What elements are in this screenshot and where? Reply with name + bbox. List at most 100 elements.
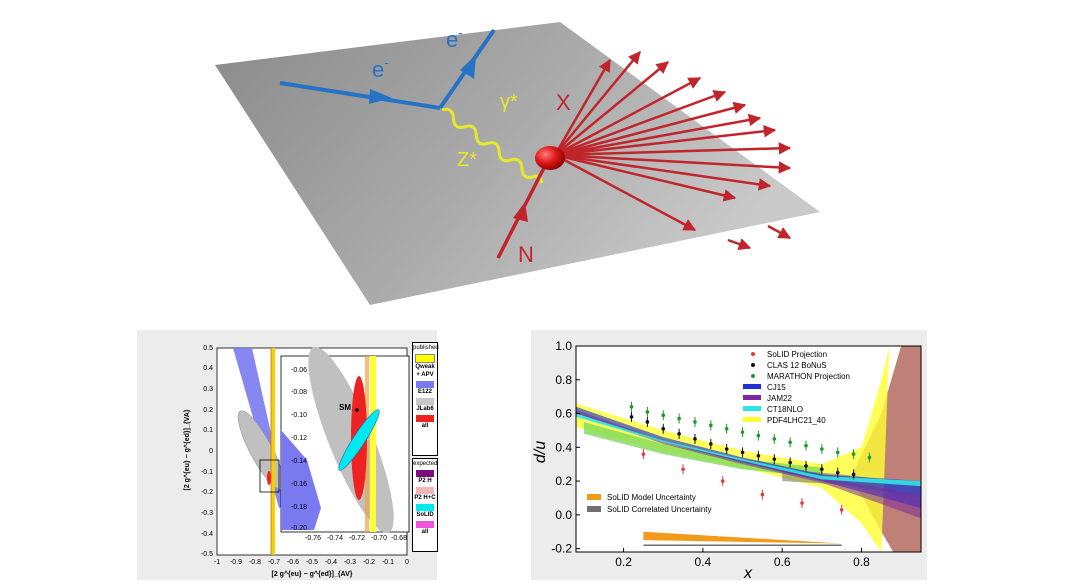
du-y-tick-label: -0.2 [551, 542, 572, 556]
svg-text:0: 0 [209, 448, 213, 455]
legend-label-qweak: Qweak + APV [415, 364, 435, 378]
svg-text:0.3: 0.3 [203, 386, 213, 393]
nucleon-ball [535, 146, 565, 170]
electron-in-arrow-icon [369, 89, 392, 104]
legend-label-solid: SoLID [416, 512, 434, 518]
gamma-label: γ* [500, 91, 518, 113]
svg-text:-0.3: -0.3 [344, 559, 356, 566]
band-pdf4lhc [576, 346, 890, 552]
virtual-boson-wave [441, 107, 543, 184]
legend-label-all-expected: all [421, 529, 429, 535]
legend-label: MARATHON Projection [767, 372, 850, 381]
svg-text:-0.76: -0.76 [305, 535, 321, 542]
data-point [800, 501, 804, 505]
data-point [772, 437, 777, 441]
outer-y-ticks: 0.5 0.4 0.3 0.2 0.1 0 -0.1 -0.2 -0.3 -0.… [201, 345, 213, 558]
legend-swatch [743, 384, 761, 389]
data-point [820, 447, 824, 451]
legend-swatch-all-expected [416, 521, 434, 528]
inset-x-ticks: -0.76 -0.74 -0.72 -0.70 -0.68 [305, 535, 407, 542]
z-label: Z* [457, 149, 477, 171]
svg-text:-0.06: -0.06 [291, 367, 307, 374]
data-point [851, 452, 856, 456]
svg-text:-0.5: -0.5 [201, 551, 213, 558]
data-point [645, 420, 650, 424]
data-point [788, 460, 792, 465]
du-legend-top: SoLID Projection CLAS 12 BoNuS MARATHON Pr… [743, 350, 850, 425]
svg-text:-0.4: -0.4 [325, 559, 337, 566]
data-point [740, 430, 745, 434]
nucleon-arrow-icon [513, 202, 528, 222]
legend-swatch [587, 494, 601, 500]
data-point [867, 455, 872, 460]
scattering-diagram: e- e- γ* Z* N X [215, 22, 820, 305]
data-point [661, 426, 666, 431]
legend-label: PDF4LHC21_40 [767, 416, 826, 425]
data-point [772, 457, 777, 461]
legend-swatch-p2h [416, 470, 434, 477]
du-ratio-chart: 1.0 0.8 0.6 0.4 0.2 0.0 -0.2 0.2 0.4 0.6 0.8 x d/… [532, 339, 922, 582]
du-y-tick-label: 0.2 [555, 474, 572, 488]
data-point [641, 452, 646, 456]
zoom-box [259, 459, 280, 493]
legend-label-jlab6: JLab6 [416, 406, 434, 412]
inset-qweak-band [370, 356, 376, 532]
data-point [645, 410, 650, 414]
electron-in-line [279, 81, 441, 110]
svg-text:-0.3: -0.3 [201, 510, 213, 517]
svg-text:-1: -1 [214, 559, 220, 566]
du-legend-bottom: SoLID Model Uncertainty SoLID Correlated … [587, 493, 712, 514]
legend-label: SoLID Model Uncertainty [607, 493, 696, 502]
svg-text:-0.68: -0.68 [391, 535, 407, 542]
legend-swatch-e122 [416, 381, 434, 388]
data-point [681, 467, 685, 472]
data-point [709, 423, 713, 428]
sm-label: SM [339, 403, 351, 412]
electron-out-label: e- [446, 25, 463, 52]
data-point [835, 450, 840, 455]
data-point [820, 467, 824, 472]
svg-text:-0.20: -0.20 [291, 525, 307, 532]
svg-text:0: 0 [405, 559, 409, 566]
expected-legend: expected P2 H P2 H+C SoLID all [412, 458, 438, 552]
outer-y-axis-label-visible: [2 g^{eu} − g^{ed}]_{VA} [183, 409, 191, 490]
inset-e122-band [281, 430, 321, 530]
svg-text:-0.08: -0.08 [291, 389, 307, 396]
data-point [709, 442, 713, 446]
data-point [740, 450, 745, 455]
published-legend: published Qweak + APV E122 JLab6 all [412, 342, 439, 456]
du-x-axis-label: x [743, 565, 753, 580]
svg-text:-0.9: -0.9 [230, 559, 242, 566]
inset-y-ticks: -0.06 -0.08 -0.10 -0.12 -0.14 -0.16 -0.1… [291, 367, 307, 532]
data-point [629, 415, 634, 419]
electron-in-label: e- [372, 55, 389, 82]
du-x-tick-label: 0.8 [853, 555, 870, 569]
svg-text:-0.5: -0.5 [306, 559, 318, 566]
du-y-ticks: 1.0 0.8 0.6 0.4 0.2 0.0 -0.2 [551, 339, 580, 556]
data-point [851, 472, 856, 477]
data-point [720, 479, 725, 483]
du-y-tick-label: 0.0 [555, 508, 572, 522]
legend-swatch [587, 506, 601, 512]
expected-legend-title: expected [413, 461, 438, 467]
legend-label-all-published: all [421, 423, 429, 429]
du-y-tick-label: 0.8 [555, 373, 572, 387]
electron-out-arrow-icon [460, 55, 476, 79]
du-x-tick-label: 0.2 [615, 555, 632, 569]
hadron-jets [553, 51, 792, 251]
du-y-axis-label: d/u [532, 441, 549, 463]
inset-qweak-band-edge [365, 356, 369, 532]
legend-swatch-solid [416, 504, 434, 511]
n-label: N [518, 242, 534, 267]
combined-ellipse-small [267, 471, 271, 485]
data-point [835, 470, 840, 475]
data-point [724, 447, 729, 451]
legend-swatch-all-published [416, 415, 434, 422]
du-x-tick-label: 0.6 [774, 555, 791, 569]
scattering-plane [215, 22, 820, 305]
model-uncertainty-wedge [643, 531, 842, 544]
data-point [788, 440, 792, 445]
coupling-constraints-plot: SM -0.06 -0.08 -0.10 -0.12 -0.14 -0.16 -… [183, 345, 410, 578]
data-point [839, 507, 844, 512]
